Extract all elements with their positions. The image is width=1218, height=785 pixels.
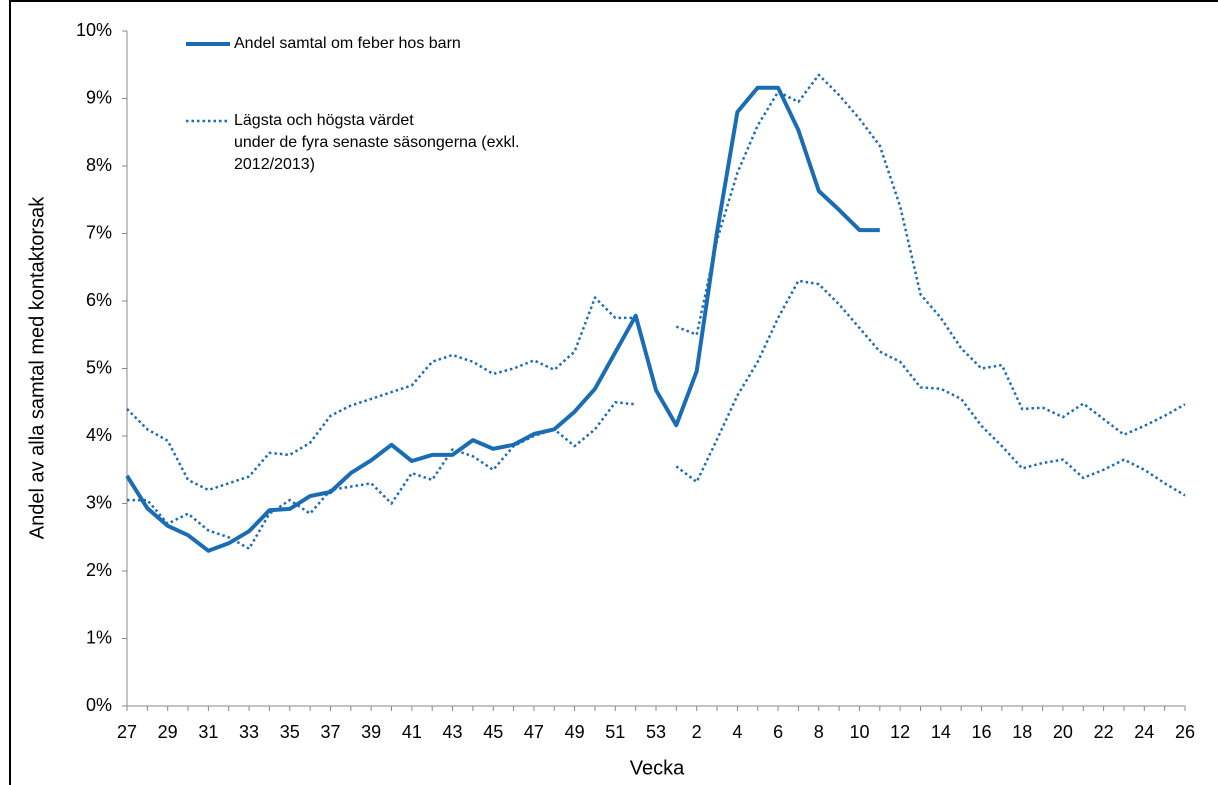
legend-label: Lägsta och högsta värdet under de fyra s… — [234, 112, 520, 173]
y-tick-label: 6% — [86, 290, 112, 310]
x-tick-label: 24 — [1134, 722, 1154, 742]
x-tick-label: 22 — [1094, 722, 1114, 742]
y-tick-label: 9% — [86, 87, 112, 107]
frame — [9, 0, 1218, 785]
x-tick-label: 31 — [198, 722, 218, 742]
x-tick-label: 47 — [524, 722, 544, 742]
y-tick-label: 2% — [86, 560, 112, 580]
x-tick-label: 4 — [732, 722, 742, 742]
x-tick-label: 18 — [1012, 722, 1032, 742]
x-tick-label: 45 — [483, 722, 503, 742]
x-tick-label: 39 — [361, 722, 381, 742]
x-tick-label: 29 — [158, 722, 178, 742]
x-tick-label: 12 — [890, 722, 910, 742]
y-tick-label: 8% — [86, 155, 112, 175]
x-tick-label: 14 — [931, 722, 951, 742]
x-tick-label: 49 — [565, 722, 585, 742]
x-tick-label: 43 — [443, 722, 463, 742]
y-tick-label: 10% — [76, 20, 112, 40]
x-tick-label: 35 — [280, 722, 300, 742]
x-tick-label: 27 — [117, 722, 137, 742]
x-tick-label: 10 — [849, 722, 869, 742]
y-axis-title: Andel av alla samtal med kontaktorsak — [26, 196, 48, 539]
series-line — [126, 73, 1186, 492]
legend-label: Andel samtal om feber hos barn — [234, 35, 461, 52]
y-tick-label: 5% — [86, 357, 112, 377]
x-tick-label: 16 — [972, 722, 992, 742]
y-tick-label: 3% — [86, 492, 112, 512]
y-tick-label: 0% — [86, 695, 112, 715]
x-tick-label: 2 — [692, 722, 702, 742]
x-tick-label: 20 — [1053, 722, 1073, 742]
x-tick-label: 26 — [1175, 722, 1195, 742]
x-axis-title: Vecka — [630, 757, 685, 779]
x-tick-label: 53 — [646, 722, 666, 742]
x-tick-label: 6 — [773, 722, 783, 742]
x-tick-label: 51 — [605, 722, 625, 742]
x-tick-label: 41 — [402, 722, 422, 742]
y-tick-label: 7% — [86, 222, 112, 242]
y-tick-label: 1% — [86, 627, 112, 647]
x-tick-label: 33 — [239, 722, 259, 742]
x-tick-label: 8 — [814, 722, 824, 742]
y-tick-label: 4% — [86, 425, 112, 445]
series-line — [125, 85, 880, 553]
x-tick-label: 37 — [320, 722, 340, 742]
